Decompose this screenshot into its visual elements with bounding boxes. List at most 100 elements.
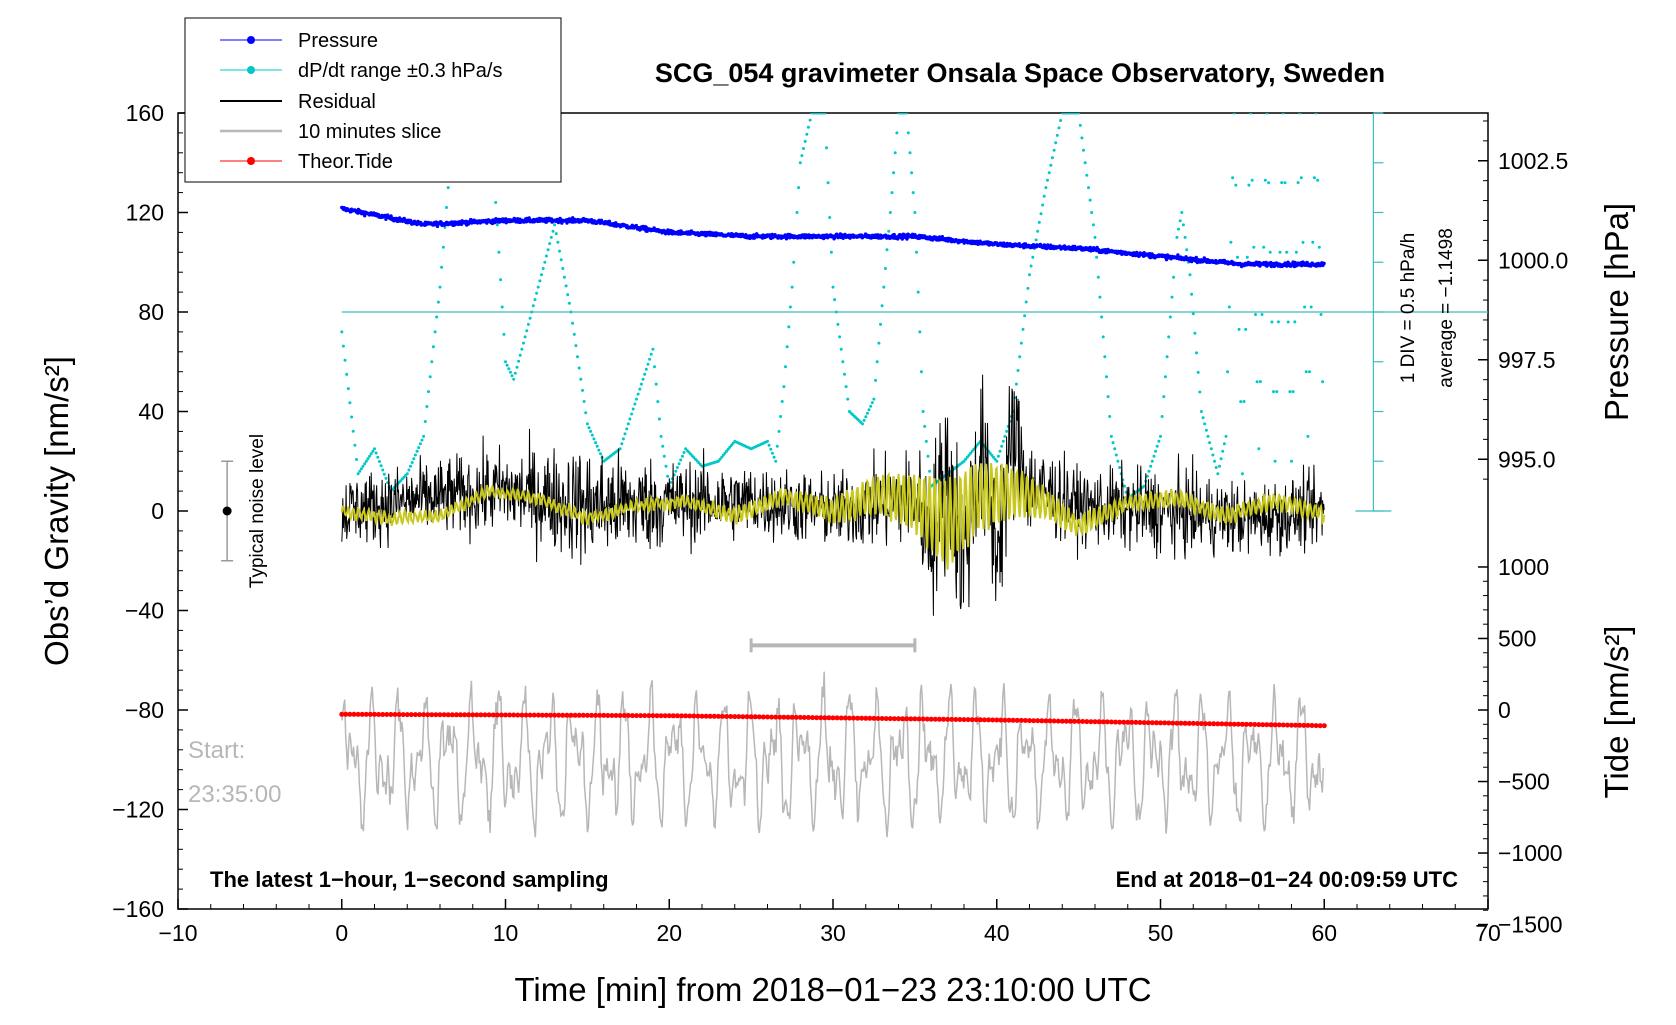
pressure-point: [1194, 255, 1199, 260]
tide-point: [801, 715, 807, 720]
tide-point: [904, 716, 910, 722]
dpdt-point: [653, 365, 656, 369]
dpdt-point: [584, 411, 588, 415]
tide-point: [728, 714, 734, 719]
dpdt-point: [376, 455, 380, 459]
dpdt-point: [774, 459, 778, 463]
dpdt-point: [675, 466, 679, 469]
dpdt-point: [677, 462, 681, 466]
dpdt-point: [890, 191, 894, 195]
dpdt-point: [1270, 320, 1274, 324]
tide-point: [474, 712, 480, 718]
axis-ticks: −10 0 10 20 30 40 50 60 7016012080400−40−80−120−…: [112, 100, 1568, 946]
dpdt-point: [1281, 113, 1285, 115]
dpdt-point: [843, 372, 846, 376]
tide-point: [355, 711, 361, 717]
dpdt-point: [1257, 447, 1261, 451]
tide-point: [634, 713, 639, 719]
tide-point: [977, 717, 983, 723]
dpdt-point: [1224, 434, 1228, 438]
tide-point: [527, 712, 533, 718]
tide-point: [756, 714, 762, 720]
tide-point: [539, 712, 545, 718]
tide-point: [412, 712, 418, 718]
tide-point: [1063, 718, 1069, 724]
dpdt-point: [597, 448, 601, 452]
dpdt-point: [356, 472, 360, 476]
dpdt-point: [1291, 390, 1295, 394]
tide-point: [584, 712, 590, 718]
dpdt-point: [359, 467, 363, 471]
dpdt-point: [418, 442, 422, 446]
dpdt-point: [554, 232, 558, 236]
dpdt-point: [420, 438, 424, 442]
tide-point: [986, 717, 992, 723]
dpdt-point: [720, 455, 724, 459]
dpdt-point: [500, 305, 504, 309]
tide-point: [1215, 721, 1221, 727]
dpdt-point: [1150, 459, 1154, 463]
tide-point: [433, 712, 439, 718]
tide-point: [1125, 719, 1131, 725]
dpdt-point: [410, 461, 414, 464]
tide-point: [666, 713, 672, 719]
dpdt-point: [427, 390, 430, 394]
dpdt-point: [874, 378, 878, 382]
tide-point: [1293, 722, 1299, 728]
tide-point: [1297, 722, 1303, 728]
dpdt-point: [504, 360, 507, 364]
sampling-note: The latest 1−hour, 1−second sampling: [210, 867, 609, 892]
tide-point: [769, 714, 775, 720]
tide-point: [994, 717, 1000, 723]
dpdt-point: [792, 260, 796, 264]
tide-point: [486, 712, 492, 718]
x-axis-title: Time [min] from 2018−01−23 23:10:00 UTC: [514, 971, 1151, 1008]
dpdt-point: [723, 451, 727, 455]
tide-point: [810, 715, 815, 721]
dpdt-point: [1276, 320, 1280, 324]
pressure-point: [435, 224, 440, 229]
tide-point: [912, 716, 918, 722]
tide-point: [629, 713, 635, 719]
tide-point: [363, 711, 369, 717]
dpdt-point: [1077, 113, 1081, 115]
dpdt-point: [567, 301, 571, 305]
tide-series: [339, 711, 1327, 729]
dpdt-point: [1296, 181, 1300, 185]
dpdt-point: [1167, 335, 1171, 339]
x-tick-label: 60: [1311, 920, 1337, 946]
dpdt-point: [838, 335, 842, 339]
tide-point: [466, 712, 472, 718]
dpdt-point: [1236, 255, 1239, 259]
dpdt-point: [341, 344, 345, 348]
dpdt-point: [417, 446, 421, 450]
dpdt-point: [1142, 484, 1146, 488]
tide-point: [1223, 721, 1229, 727]
tide-point: [1321, 723, 1327, 729]
dpdt-point: [594, 441, 598, 445]
dpdt-point: [517, 359, 521, 363]
dpdt-point: [1096, 275, 1100, 279]
dpdt-point: [1152, 454, 1156, 458]
tide-point: [498, 712, 504, 718]
tide-point: [1178, 720, 1184, 726]
dpdt-point: [1232, 113, 1236, 115]
dpdt-point: [1170, 295, 1174, 299]
tide-point: [417, 712, 422, 718]
tide-point: [548, 712, 553, 718]
dpdt-point: [536, 285, 540, 289]
tide-point: [425, 712, 431, 718]
dpdt-point: [1113, 447, 1117, 451]
residual-line: [341, 374, 1325, 616]
dpdt-point: [1003, 434, 1007, 438]
tide-point: [814, 715, 820, 721]
dpdt-point: [1208, 441, 1212, 445]
dpdt-point: [990, 453, 994, 457]
tide-point: [777, 714, 783, 720]
dpdt-point: [1042, 194, 1046, 198]
pressure-point: [1164, 257, 1169, 262]
y-tick-label: 0: [151, 498, 164, 524]
dpdt-point: [1275, 390, 1279, 394]
dpdt-point: [430, 360, 434, 364]
